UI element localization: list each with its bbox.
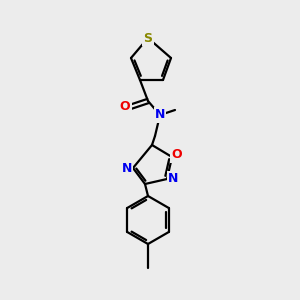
Text: N: N <box>168 172 178 185</box>
Text: S: S <box>143 32 152 44</box>
Text: N: N <box>155 109 165 122</box>
Text: O: O <box>172 148 182 161</box>
Text: N: N <box>122 161 132 175</box>
Text: O: O <box>120 100 130 113</box>
